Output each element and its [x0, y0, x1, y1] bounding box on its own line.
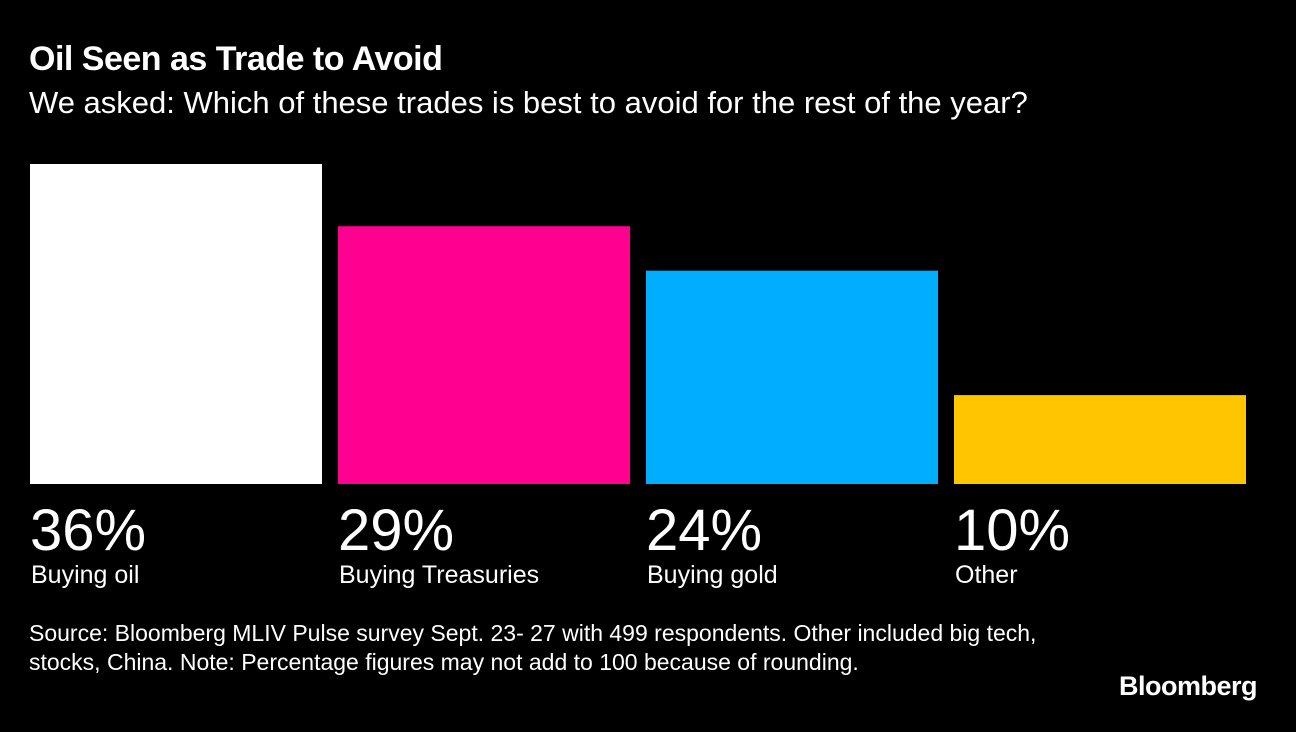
chart-subtitle: We asked: Which of these trades is best …	[29, 85, 1028, 120]
bar-value-label-1: 29%	[338, 498, 454, 563]
bar-value-label-0: 36%	[30, 498, 146, 563]
chart-title: Oil Seen as Trade to Avoid	[29, 40, 443, 78]
bar-0	[30, 164, 322, 484]
bar-1	[338, 226, 630, 484]
bar-value-label-2: 24%	[646, 498, 762, 563]
bar-2	[646, 270, 938, 484]
source-note: Source: Bloomberg MLIV Pulse survey Sept…	[29, 620, 1037, 675]
bar-chart: 36%Buying oil 29%Buying Treasuries 24%Buyi…	[30, 164, 1246, 589]
category-label-0: Buying oil	[31, 561, 139, 589]
category-label-2: Buying gold	[647, 561, 778, 589]
category-label-1: Buying Treasuries	[339, 561, 539, 589]
bloomberg-logo: Bloomberg	[1118, 671, 1258, 701]
bar-value-label-3: 10%	[954, 498, 1070, 563]
category-label-3: Other	[955, 561, 1018, 589]
bar-3	[954, 395, 1246, 484]
